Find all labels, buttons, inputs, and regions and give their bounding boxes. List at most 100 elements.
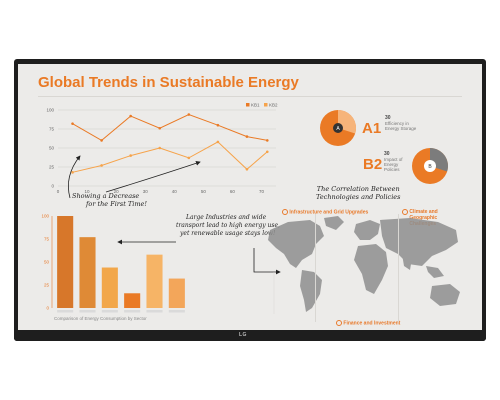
bar <box>79 237 96 308</box>
line-point <box>71 122 74 125</box>
map-label-infrastructure: Infrastructure and Grid Upgrades <box>282 209 368 215</box>
map-vertical-rule <box>398 214 399 322</box>
legend-swatch <box>264 103 268 107</box>
bar-note-text-1: Large Industries and wide <box>186 214 267 221</box>
map-greenland <box>324 216 344 230</box>
line-note-text-2: for the First Time! <box>86 200 147 208</box>
bar-y-tick: 25 <box>44 283 50 288</box>
bar-category-label <box>79 310 96 313</box>
line-point <box>245 167 249 171</box>
line-series-KB2 <box>72 141 268 173</box>
map-note-text-1: The Correlation Between <box>316 185 400 193</box>
bar-y-tick: 100 <box>41 214 49 219</box>
bar-category-label <box>146 310 163 313</box>
dashboard-screen: Global Trends in Sustainable Energy 0 25 5… <box>18 64 482 330</box>
line-x-tick: 70 <box>259 189 265 194</box>
line-point <box>265 139 269 142</box>
kpi-b2-label: B2 <box>363 156 383 173</box>
arrow-to-line-dip <box>67 155 81 199</box>
bar <box>101 267 118 308</box>
bar-note-text-2: transport lead to high energy use, <box>176 222 280 229</box>
bar <box>124 293 141 308</box>
line-x-tick: 0 <box>57 189 60 194</box>
bar-y-tick: 0 <box>46 306 49 311</box>
kpi-a1-label: A1 <box>362 120 382 137</box>
bar-category-label <box>124 310 141 313</box>
bar-note-text-3: yet renewable usage stays low! <box>180 230 276 237</box>
kpi-b2-text: Impact of Energy Policies <box>384 157 403 172</box>
map-label-finance-text: Finance and Investment <box>343 320 401 327</box>
line-x-tick: 20 <box>114 189 120 194</box>
bar-y-tick: 50 <box>44 260 50 265</box>
line-series-KB1 <box>72 114 268 142</box>
bar <box>57 216 74 308</box>
bar-chart-caption: Comparison of Energy Consumption by Sect… <box>54 316 147 321</box>
map-note-text-2: Technologies and Policies <box>316 193 401 201</box>
line-x-tick: 30 <box>143 189 149 194</box>
line-point <box>187 113 191 116</box>
line-y-tick: 0 <box>51 184 54 189</box>
line-x-tick: 50 <box>201 189 207 194</box>
line-y-tick: 50 <box>49 146 55 151</box>
map-south-asia <box>402 254 412 270</box>
map-africa <box>354 244 388 294</box>
kpi-b2-pie-letter: B <box>428 164 432 170</box>
kpi-a1-value: 30 <box>385 115 391 121</box>
map-south-america <box>300 270 322 312</box>
kpi-a1-text: Efficiency in Energy Storage <box>385 121 417 131</box>
kpi-a1-pie: A <box>320 110 356 146</box>
map-north-america <box>268 220 324 268</box>
target-icon <box>336 320 342 326</box>
line-point <box>187 156 191 160</box>
line-y-tick: 75 <box>49 127 55 132</box>
bar-note: Large Industries and wide transport lead… <box>176 214 280 238</box>
legend-label: KB2 <box>269 102 278 107</box>
map-note: The Correlation Between Technologies and… <box>316 185 400 201</box>
legend-swatch <box>246 103 250 107</box>
line-x-tick: 60 <box>230 189 236 194</box>
bar <box>168 278 185 308</box>
arrow-to-line-peak <box>105 160 201 193</box>
annotation-arrows <box>67 155 281 275</box>
kpi-a1-pie-letter: A <box>336 126 340 132</box>
line-point <box>71 171 74 174</box>
kpi-a1-desc: 30 Efficiency in Energy Storage <box>385 115 421 132</box>
line-y-tick: 25 <box>49 165 55 170</box>
line-point <box>100 164 103 167</box>
line-chart: 0 25 50 75 100 0 10 20 30 40 50 60 70 KB1 KB2 <box>46 102 278 194</box>
line-point <box>265 150 269 154</box>
line-note: Showing a Decrease for the First Time! <box>72 192 147 208</box>
kpi-b2-value: 30 <box>384 151 390 157</box>
arrow-to-map <box>253 248 281 275</box>
dashboard-title: Global Trends in Sustainable Energy <box>38 74 299 91</box>
line-point <box>158 146 162 150</box>
bar-category-label <box>101 310 118 313</box>
world-map <box>268 216 460 314</box>
kpi-b2-pie: B <box>412 148 448 184</box>
map-australia <box>430 284 460 306</box>
brand-logo: LG <box>239 332 247 338</box>
kpi-b2-desc: 30 Impact of Energy Policies <box>384 151 414 173</box>
line-point <box>216 140 220 144</box>
bar-y-tick: 75 <box>44 237 50 242</box>
line-x-tick: 40 <box>172 189 178 194</box>
map-vertical-rule <box>315 214 316 322</box>
legend-label: KB1 <box>251 102 260 107</box>
line-point <box>245 135 249 138</box>
map-label-infrastructure-text: Infrastructure and Grid Upgrades <box>289 209 369 216</box>
map-asia <box>380 218 458 266</box>
map-southeast-asia <box>426 266 444 278</box>
map-label-finance: Finance and Investment <box>336 320 400 326</box>
map-europe <box>354 220 380 240</box>
line-point <box>129 154 132 157</box>
bar <box>146 254 163 308</box>
bar-chart: 0 25 50 75 100 Comparison of Energy Consumpti… <box>41 214 185 321</box>
line-note-text-1: Showing a Decrease <box>72 192 140 200</box>
bar-category-label <box>57 310 74 313</box>
line-point <box>129 114 132 118</box>
line-point <box>100 139 103 142</box>
line-point <box>216 123 220 127</box>
line-y-tick: 100 <box>46 108 54 113</box>
display-chin <box>14 330 486 341</box>
bar-category-label <box>168 310 185 313</box>
